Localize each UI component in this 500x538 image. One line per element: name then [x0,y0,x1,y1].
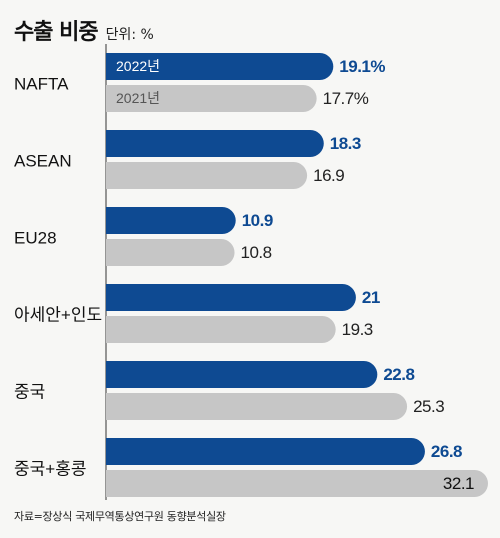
bar-2021 [106,85,317,112]
bar-2021 [106,470,488,497]
title-row: 수출 비중 단위: % [14,14,154,46]
category-label: 아세안+인도 [14,305,102,324]
bar-2021 [106,393,408,420]
value-label: 19.3 [342,320,373,339]
bar-2022 [106,53,334,80]
value-label: 16.9 [313,166,344,185]
value-label: 18.3 [330,134,361,153]
category-label: NAFTA [14,74,69,93]
legend-label: 2021년 [116,90,160,106]
bar-2022 [106,207,236,234]
chart-title: 수출 비중 [14,20,99,45]
value-label: 17.7% [323,89,369,108]
category-label: ASEAN [14,151,72,170]
legend-label: 2022년 [116,58,160,74]
category-label: EU28 [14,228,57,247]
category-label: 중국 [14,382,45,401]
value-label: 10.9 [242,211,273,230]
bar-2022 [106,130,324,157]
value-label: 21 [362,288,380,307]
value-label: 26.8 [431,442,462,461]
bar-2021 [106,162,308,189]
bar-2022 [106,438,425,465]
bar-2022 [106,284,356,311]
value-label: 22.8 [383,365,414,384]
value-label: 19.1% [339,57,385,76]
bar-2021 [106,239,235,266]
value-label: 10.8 [241,243,272,262]
bar-2021 [106,316,336,343]
source-note: 자료=장상식 국제무역통상연구원 동향분석실장 [14,510,226,523]
value-label: 32.1 [443,474,474,493]
unit-label: 단위: % [105,27,154,43]
value-label: 25.3 [413,397,444,416]
bar-2022 [106,361,378,388]
category-label: 중국+홍콩 [14,459,87,478]
